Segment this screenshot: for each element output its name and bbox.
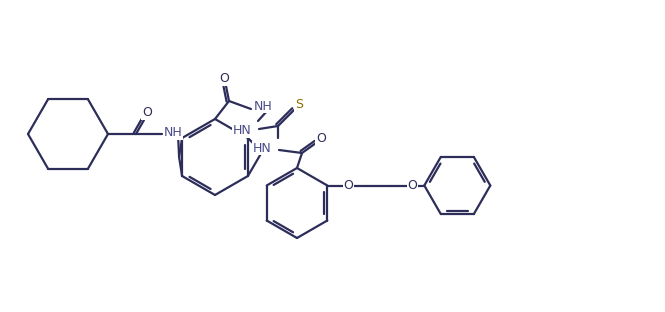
Text: NH: NH (254, 100, 273, 113)
Text: O: O (408, 179, 417, 192)
Text: O: O (142, 106, 152, 119)
Text: O: O (316, 131, 326, 144)
Text: O: O (219, 72, 229, 85)
Text: NH: NH (164, 126, 183, 139)
Text: S: S (295, 99, 303, 111)
Text: O: O (343, 179, 353, 192)
Text: HN: HN (232, 124, 251, 138)
Text: HN: HN (252, 142, 271, 154)
